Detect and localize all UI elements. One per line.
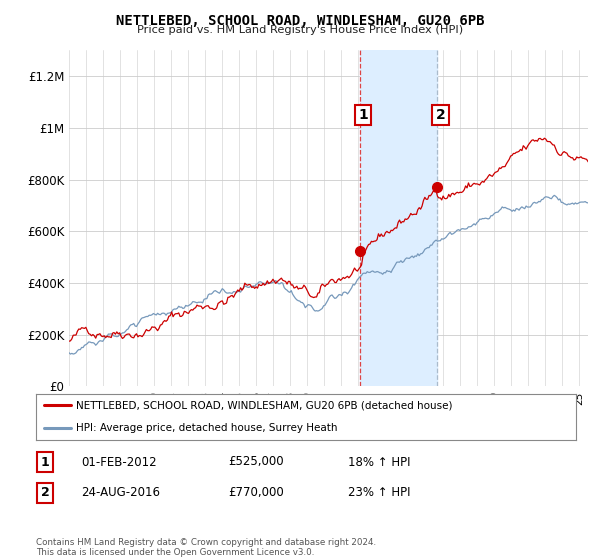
Text: 2: 2 — [436, 108, 446, 122]
Text: £770,000: £770,000 — [228, 486, 284, 500]
Text: NETTLEBED, SCHOOL ROAD, WINDLESHAM, GU20 6PB: NETTLEBED, SCHOOL ROAD, WINDLESHAM, GU20… — [116, 14, 484, 28]
Bar — [359, 50, 437, 386]
Text: 1: 1 — [358, 108, 368, 122]
Text: 2: 2 — [41, 486, 49, 500]
Text: HPI: Average price, detached house, Surrey Heath: HPI: Average price, detached house, Surr… — [77, 423, 338, 433]
Text: 1: 1 — [41, 455, 49, 469]
Text: Price paid vs. HM Land Registry's House Price Index (HPI): Price paid vs. HM Land Registry's House … — [137, 25, 463, 35]
Text: 23% ↑ HPI: 23% ↑ HPI — [348, 486, 410, 500]
Text: 18% ↑ HPI: 18% ↑ HPI — [348, 455, 410, 469]
Text: Contains HM Land Registry data © Crown copyright and database right 2024.
This d: Contains HM Land Registry data © Crown c… — [36, 538, 376, 557]
Text: NETTLEBED, SCHOOL ROAD, WINDLESHAM, GU20 6PB (detached house): NETTLEBED, SCHOOL ROAD, WINDLESHAM, GU20… — [77, 400, 453, 410]
Text: £525,000: £525,000 — [228, 455, 284, 469]
Text: 24-AUG-2016: 24-AUG-2016 — [81, 486, 160, 500]
Text: 01-FEB-2012: 01-FEB-2012 — [81, 455, 157, 469]
